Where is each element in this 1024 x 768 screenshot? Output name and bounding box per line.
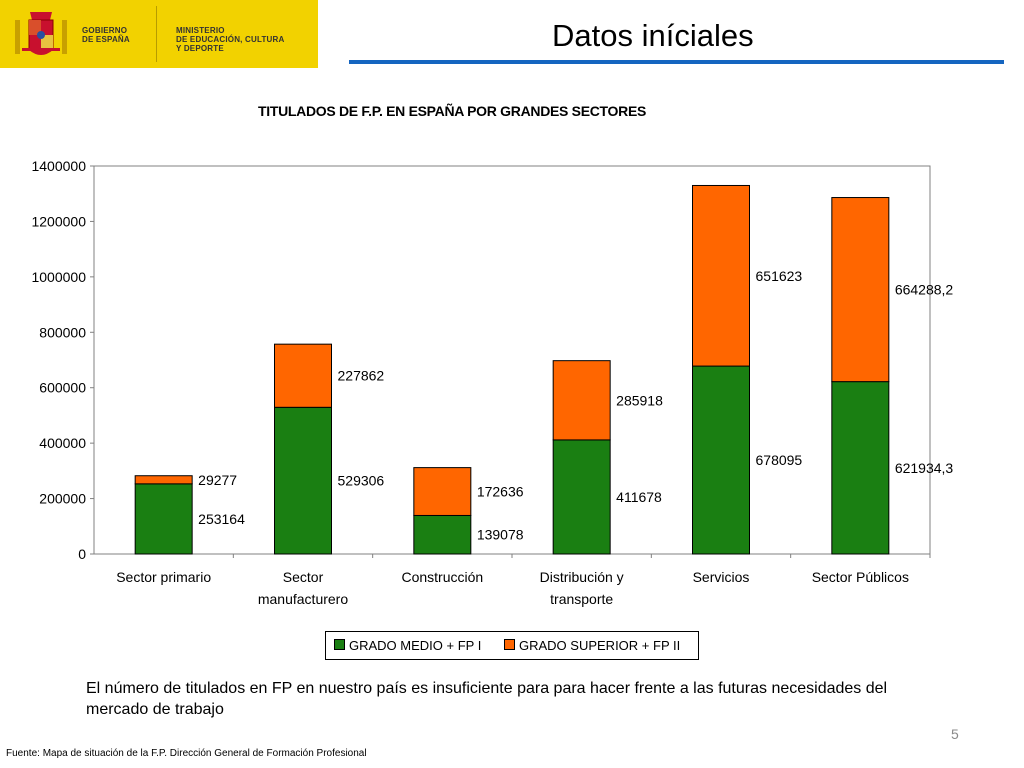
bar-grado-superior [413,467,472,516]
x-tick-label: Sector primario [116,569,211,585]
data-label-grado-medio: 529306 [338,473,385,489]
legend-label-grado-superior: GRADO SUPERIOR + FP II [519,638,681,653]
header-logo-band: GOBIERNO DE ESPAÑA MINISTERIO DE EDUCACI… [0,0,318,68]
legend-swatch-green [334,639,345,650]
data-label-grado-superior: 172636 [477,484,524,500]
bar-grado-medio [692,365,750,555]
data-label-grado-superior: 651623 [756,268,803,284]
bar-grado-superior [134,475,193,485]
body-paragraph: El número de titulados en FP en nuestro … [86,680,888,718]
data-label-grado-medio: 253164 [198,511,245,527]
x-tick-label: Servicios [693,569,750,585]
x-tick-label: Sector [283,569,324,585]
bar-grado-medio [134,483,193,555]
chart-legend: GRADO MEDIO + FP I GRADO SUPERIOR + FP I… [325,631,699,660]
bar-grado-superior [831,197,890,383]
title-rule [349,60,1004,64]
footer-source: Fuente: Mapa de situación de la F.P. Dir… [6,748,367,759]
x-tick-label: Sector Públicos [812,569,909,585]
ministry-logo-text: MINISTERIO DE EDUCACIÓN, CULTURA Y DEPOR… [176,26,285,53]
government-logo-text: GOBIERNO DE ESPAÑA [82,26,130,44]
y-tick-label: 1000000 [31,269,86,285]
bar-grado-medio [413,514,472,555]
x-tick-label: Construcción [401,569,483,585]
x-tick-label: transporte [550,591,613,607]
bar-grado-medio [552,439,611,555]
data-label-grado-superior: 285918 [616,392,663,408]
y-tick-label: 1200000 [31,213,86,229]
legend-label-grado-medio: GRADO MEDIO + FP I [349,638,482,653]
y-tick-label: 800000 [39,324,86,340]
y-tick-label: 1400000 [31,158,86,174]
legend-item-grado-superior: GRADO SUPERIOR + FP II [504,638,680,653]
stacked-bar-chart: 0 200000 400000 600000 800000 1000000 1200000 1… [31,158,954,607]
y-tick-label: 200000 [39,491,86,507]
y-tick-label: 400000 [39,435,86,451]
bar-grado-superior [552,360,611,441]
coat-of-arms-icon [15,12,67,55]
data-label-grado-superior: 29277 [198,472,237,488]
data-label-grado-superior: 227862 [338,368,385,384]
chart-title: TITULADOS DE F.P. EN ESPAÑA POR GRANDES … [258,103,647,119]
data-label-grado-medio: 621934,3 [895,460,954,476]
legend-swatch-orange [504,639,515,650]
x-tick-label: Distribución y [540,569,624,585]
bar-grado-medio [274,406,332,555]
bar-grado-medio [831,381,890,555]
data-label-grado-superior: 664288,2 [895,282,954,298]
data-label-grado-medio: 139078 [477,527,524,543]
x-tick-label: manufacturero [258,591,348,607]
data-label-grado-medio: 411678 [616,489,662,505]
legend-item-grado-medio: GRADO MEDIO + FP I [334,638,481,653]
page-number: 5 [951,726,959,742]
page-title: Datos iníciales [552,18,754,53]
bar-grado-superior [692,184,750,367]
y-tick-label: 600000 [39,380,86,396]
y-tick-label: 0 [78,546,86,562]
data-label-grado-medio: 678095 [756,452,803,468]
bar-grado-superior [274,343,332,408]
logo-divider [156,6,157,62]
